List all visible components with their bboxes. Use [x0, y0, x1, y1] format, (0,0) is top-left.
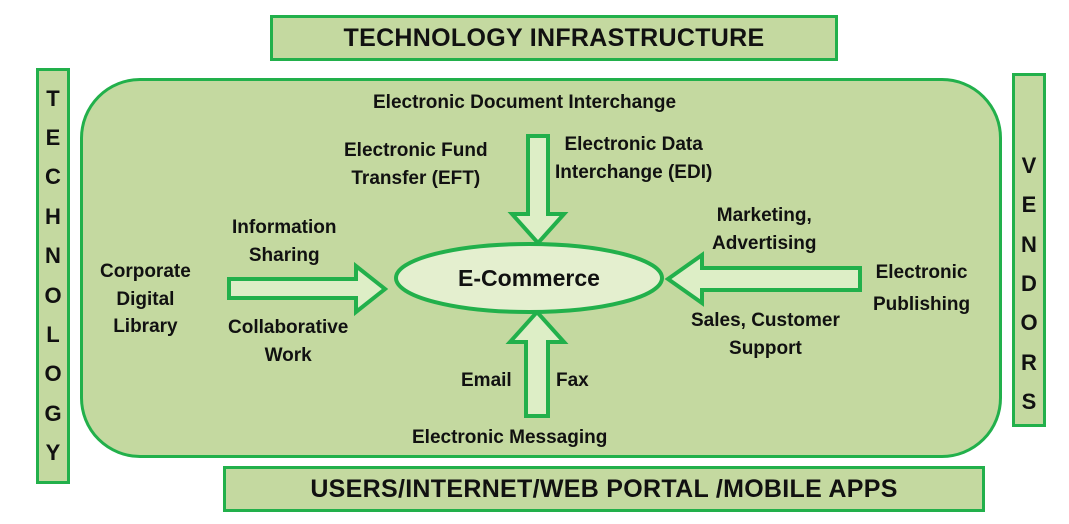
edi-line-2: Interchange (EDI)	[555, 161, 713, 183]
vertical-letter: O	[44, 282, 62, 308]
eft-line-2: Transfer (EFT)	[351, 167, 481, 189]
information-sharing-label: Information Sharing	[232, 214, 337, 269]
vertical-letter: E	[1021, 192, 1037, 218]
eft-line-1: Electronic Fund	[344, 140, 488, 161]
edi-line-1: Electronic Data	[564, 134, 703, 155]
sales-line-1: Sales, Customer	[691, 310, 840, 331]
vertical-letter: E	[45, 125, 61, 151]
collab-line-1: Collaborative	[228, 317, 349, 338]
epub-line-2: Publishing	[873, 294, 971, 316]
info-line-2: Sharing	[248, 244, 320, 266]
electronic-messaging-label: Electronic Messaging	[412, 427, 608, 448]
electronic-document-interchange-label: Electronic Document Interchange	[373, 92, 677, 113]
vertical-letter: C	[45, 164, 61, 190]
vertical-letter: S	[1021, 389, 1037, 415]
eft-label: Electronic Fund Transfer (EFT)	[344, 137, 488, 192]
vertical-letter: Y	[45, 440, 61, 466]
sales-customer-support-label: Sales, Customer Support	[691, 307, 840, 362]
technology-vertical-banner: T E C H N O L O G Y	[36, 68, 70, 484]
vertical-letter: V	[1021, 152, 1037, 178]
vendors-vertical-banner: V E N D O R S	[1012, 73, 1046, 427]
sales-line-2: Support	[729, 337, 802, 359]
marketing-advertising-label: Marketing, Advertising	[712, 202, 817, 257]
vertical-letter: N	[1021, 231, 1037, 257]
arrow-left-icon	[664, 251, 862, 307]
arrow-down-icon	[507, 134, 569, 246]
ecommerce-label: E-Commerce	[458, 264, 600, 291]
vertical-letter: D	[1021, 270, 1037, 296]
email-label: Email	[461, 370, 512, 391]
arrow-right-icon	[227, 261, 389, 317]
epub-line-1: Electronic	[875, 262, 968, 283]
vertical-letter: T	[46, 85, 60, 111]
vertical-letter: L	[46, 322, 60, 348]
mkt-line-2: Advertising	[712, 232, 817, 254]
vertical-letter: O	[44, 361, 62, 387]
vertical-letter: N	[45, 243, 61, 269]
mkt-line-1: Marketing,	[716, 205, 812, 226]
corp-line-2: Digital	[116, 288, 175, 310]
corp-line-1: Corporate	[100, 261, 191, 282]
info-line-1: Information	[232, 217, 337, 238]
edi-label: Electronic Data Interchange (EDI)	[555, 131, 712, 186]
fax-label: Fax	[556, 370, 589, 391]
vertical-letter: R	[1021, 349, 1037, 375]
ecommerce-ellipse	[394, 242, 664, 314]
vertical-letter: G	[44, 400, 62, 426]
electronic-publishing-label: Electronic Publishing	[873, 257, 970, 322]
technology-infrastructure-banner: TECHNOLOGY INFRASTRUCTURE	[270, 15, 838, 61]
vertical-letter: O	[1020, 310, 1038, 336]
vertical-letter: H	[45, 203, 61, 229]
arrow-up-icon	[505, 309, 569, 418]
users-internet-banner: USERS/INTERNET/WEB PORTAL /MOBILE APPS	[223, 466, 985, 512]
corp-line-3: Library	[113, 316, 178, 338]
corporate-digital-library-label: Corporate Digital Library	[100, 258, 191, 341]
collaborative-work-label: Collaborative Work	[228, 314, 348, 369]
collab-line-2: Work	[264, 344, 312, 366]
